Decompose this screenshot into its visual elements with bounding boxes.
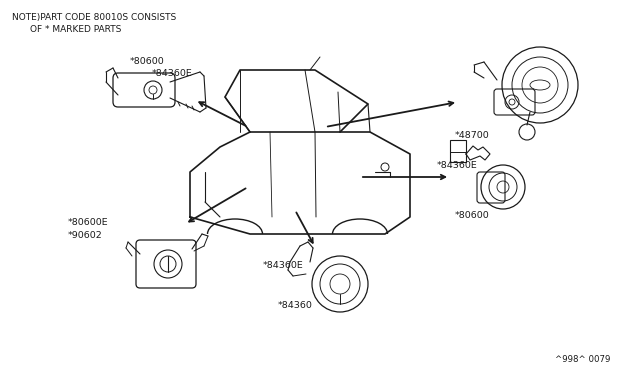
Text: *48700: *48700 — [455, 131, 490, 140]
Text: *84360E: *84360E — [437, 161, 477, 170]
Bar — [450, 140, 466, 162]
Text: *80600: *80600 — [130, 57, 164, 66]
Text: ^998^ 0079: ^998^ 0079 — [555, 355, 611, 364]
Text: *84360E: *84360E — [263, 261, 304, 270]
Text: *80600: *80600 — [455, 211, 490, 220]
Text: *90602: *90602 — [68, 231, 103, 240]
Text: NOTE)PART CODE 80010S CONSISTS: NOTE)PART CODE 80010S CONSISTS — [12, 13, 176, 22]
Text: OF * MARKED PARTS: OF * MARKED PARTS — [30, 25, 122, 34]
Text: *80600E: *80600E — [68, 218, 109, 227]
Text: *84360E: *84360E — [152, 69, 193, 78]
Text: *84360: *84360 — [278, 301, 313, 310]
